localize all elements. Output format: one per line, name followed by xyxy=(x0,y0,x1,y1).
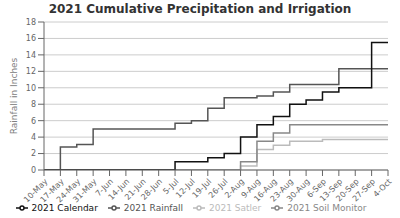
html-text:2021 Rainfall: 2021 Rainfall xyxy=(123,202,184,213)
svg-text:20-Sep: 20-Sep xyxy=(334,177,361,204)
svg-text:31-May: 31-May xyxy=(71,177,99,205)
svg-text:8: 8 xyxy=(31,100,36,109)
svg-text:26-Jul: 26-Jul xyxy=(206,177,230,200)
svg-text:5-Jul: 5-Jul xyxy=(161,177,181,197)
svg-text:0: 0 xyxy=(31,166,36,175)
svg-text:12-Jul: 12-Jul xyxy=(174,177,197,200)
html-text:2021 Calendar: 2021 Calendar xyxy=(31,202,98,213)
svg-text:6-Sep: 6-Sep xyxy=(305,177,328,200)
html-text:2021 Cumulative Precipitation: 2021 Cumulative Precipitation and Irriga… xyxy=(48,2,352,16)
svg-text:17-May: 17-May xyxy=(38,177,66,205)
svg-text:10: 10 xyxy=(26,84,36,93)
svg-text:21-Jun: 21-Jun xyxy=(123,177,148,202)
svg-text:23-Aug: 23-Aug xyxy=(268,177,296,204)
svg-text:12: 12 xyxy=(26,67,36,76)
html-text:2021 Soil Monitor: 2021 Soil Monitor xyxy=(287,202,367,213)
svg-text:6: 6 xyxy=(31,117,36,126)
svg-text:18: 18 xyxy=(26,18,36,27)
svg-text:30-Aug: 30-Aug xyxy=(285,177,312,204)
svg-text:14: 14 xyxy=(26,51,36,60)
svg-text:9-Aug: 9-Aug xyxy=(239,177,263,200)
html-text:2021 Satler: 2021 Satler xyxy=(209,202,262,213)
svg-text:28-Jun: 28-Jun xyxy=(139,177,165,202)
svg-text:24-May: 24-May xyxy=(54,177,83,205)
svg-text:14-Jun: 14-Jun xyxy=(106,177,132,202)
svg-text:2-Aug: 2-Aug xyxy=(223,177,246,200)
svg-text:10-May: 10-May xyxy=(22,177,50,205)
svg-text:19-Jul: 19-Jul xyxy=(190,177,214,200)
svg-text:27-Sep: 27-Sep xyxy=(350,177,377,204)
svg-text:13-Sep: 13-Sep xyxy=(318,177,345,204)
svg-text:Rainfall in Inches: Rainfall in Inches xyxy=(9,57,19,134)
svg-text:16: 16 xyxy=(26,34,36,43)
svg-text:4: 4 xyxy=(31,133,36,142)
svg-text:16-Aug: 16-Aug xyxy=(252,177,279,204)
svg-text:7-Jun: 7-Jun xyxy=(93,177,115,199)
svg-text:2: 2 xyxy=(31,149,36,158)
svg-text:4-Oct: 4-Oct xyxy=(371,177,392,199)
